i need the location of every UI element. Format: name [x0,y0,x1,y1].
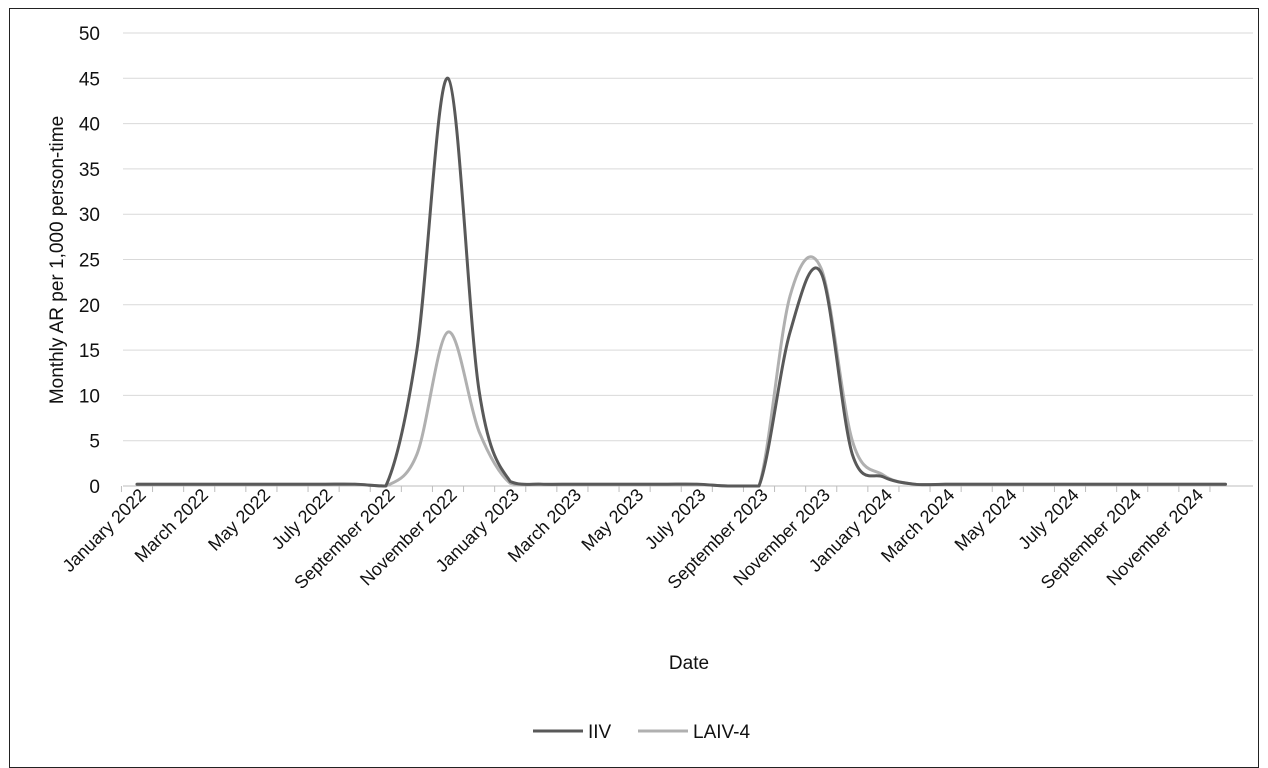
y-tick-label: 15 [79,341,100,362]
y-tick-label: 20 [79,296,100,317]
y-axis-ticks: 0 5 10 15 20 25 30 35 40 45 50 [79,24,100,498]
legend: IIV LAIV-4 [533,722,750,743]
y-tick-label: 45 [79,69,100,90]
series-line-iiv [135,76,1227,488]
legend-label: IIV [588,722,612,743]
series-line-laiv-4 [135,255,1227,488]
x-tick-label: May 2023 [577,485,647,555]
x-tick-label: January 2022 [59,485,150,576]
x-tick-label: May 2024 [951,485,1021,555]
y-axis-title: Monthly AR per 1,000 person-time [47,116,68,404]
chart-frame [9,8,1259,768]
y-tick-label: 10 [79,386,100,407]
y-tick-label: 25 [79,251,100,272]
y-tick-label: 0 [89,477,100,498]
y-tick-label: 30 [79,205,100,226]
legend-label: LAIV-4 [693,722,750,743]
x-tick-label: May 2022 [204,485,274,555]
gridlines [123,32,1253,487]
y-tick-label: 40 [79,115,100,136]
series-lines [135,76,1227,488]
y-tick-label: 5 [89,432,100,453]
y-tick-label: 35 [79,160,100,181]
x-axis-title: Date [669,653,709,674]
y-tick-label: 50 [79,24,100,45]
